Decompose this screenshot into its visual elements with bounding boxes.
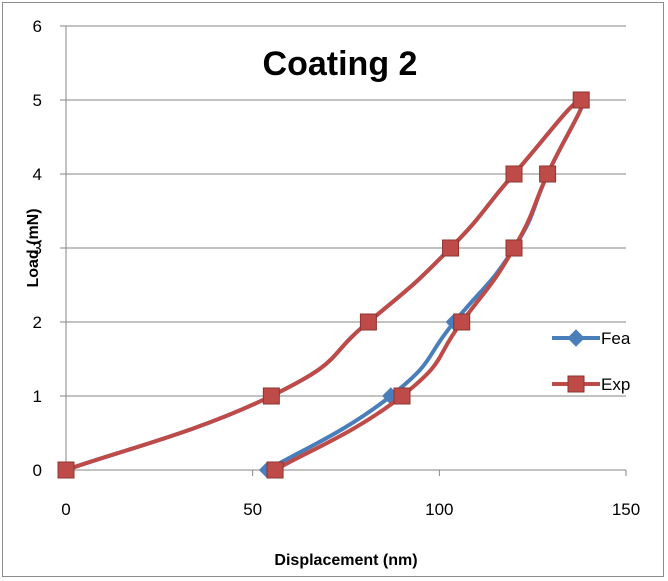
series-exp bbox=[57, 91, 590, 479]
data-point-exp-10 bbox=[266, 461, 284, 479]
tick-labels: 0 1 2 3 4 5 6 0 50 100 150 bbox=[33, 17, 641, 519]
y-tick-label-6: 6 bbox=[33, 17, 42, 36]
data-point-exp-1 bbox=[262, 387, 280, 405]
chart-title: Coating 2 bbox=[263, 45, 418, 83]
data-point-exp-4 bbox=[505, 165, 523, 183]
legend-item-fea: Fea bbox=[552, 329, 631, 348]
legend: Fea Exp bbox=[552, 329, 631, 394]
legend-marker-exp bbox=[567, 375, 585, 393]
series-layer bbox=[57, 91, 590, 479]
y-tick-label-4: 4 bbox=[33, 165, 42, 184]
legend-label-fea: Fea bbox=[601, 329, 631, 348]
x-tick-label-150: 150 bbox=[612, 500, 640, 519]
legend-item-exp: Exp bbox=[552, 375, 630, 394]
y-tick-label-5: 5 bbox=[33, 91, 42, 110]
series-line-fea bbox=[64, 98, 585, 472]
data-point-exp-9 bbox=[393, 387, 411, 405]
data-point-exp-8 bbox=[453, 313, 471, 331]
x-tick-label-100: 100 bbox=[425, 500, 453, 519]
y-tick-label-2: 2 bbox=[33, 313, 42, 332]
series-line-exp bbox=[64, 98, 585, 472]
data-point-exp-2 bbox=[359, 313, 377, 331]
data-point-exp-5 bbox=[572, 91, 590, 109]
y-axis-label: Load (mN) bbox=[25, 208, 42, 287]
x-tick-label-50: 50 bbox=[243, 500, 262, 519]
x-tick-label-0: 0 bbox=[61, 500, 70, 519]
data-point-exp-6 bbox=[539, 165, 557, 183]
legend-label-exp: Exp bbox=[601, 375, 630, 394]
x-axis-label: Displacement (nm) bbox=[274, 552, 417, 569]
data-point-exp-7 bbox=[505, 239, 523, 257]
series-fea bbox=[57, 91, 590, 479]
y-tick-label-3: 3 bbox=[33, 239, 42, 258]
y-tick-label-0: 0 bbox=[33, 461, 42, 480]
axes bbox=[60, 25, 627, 476]
y-tick-label-1: 1 bbox=[33, 387, 42, 406]
data-point-exp-0 bbox=[57, 461, 75, 479]
data-point-exp-3 bbox=[442, 239, 460, 257]
legend-marker-fea bbox=[567, 329, 585, 347]
gridlines bbox=[66, 25, 626, 397]
